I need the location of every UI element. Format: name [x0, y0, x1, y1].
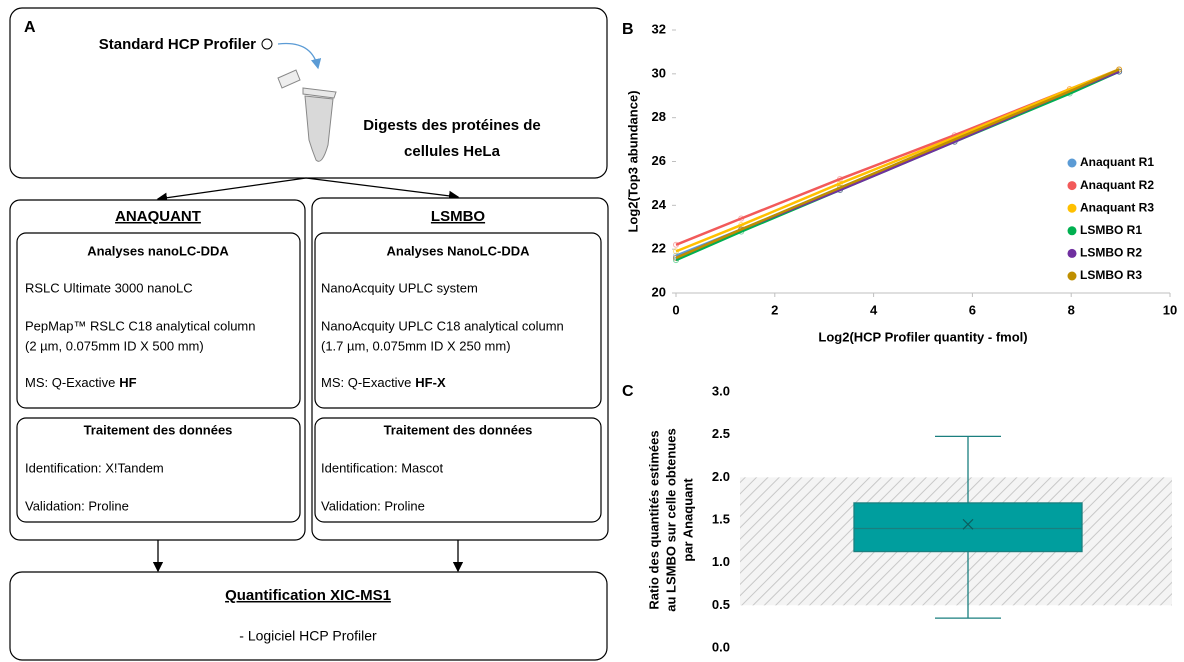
panel-label: C — [622, 383, 634, 400]
step-line: Validation: Proline — [25, 498, 129, 513]
output-box — [9, 571, 608, 661]
step-line: NanoAcquity UPLC system — [321, 280, 478, 295]
y-tick-label: 28 — [652, 109, 666, 124]
step-line: (1.7 µm, 0.075mm ID X 250 mm) — [321, 338, 511, 353]
x-tick-label: 8 — [1068, 302, 1075, 317]
legend-label: LSMBO R2 — [1080, 246, 1142, 260]
ms-label: MS: Q-Exactive — [25, 375, 115, 390]
diagram: A Standard HCP Profiler Digests des prot… — [9, 7, 609, 661]
input-arrow — [277, 42, 322, 70]
ms-label: MS: Q-Exactive — [321, 375, 411, 390]
step-title: Traitement des données — [384, 422, 533, 437]
lab-name: LSMBO — [431, 208, 485, 225]
step-box — [314, 232, 602, 409]
step-box — [314, 417, 602, 523]
y-tick-label: 26 — [652, 153, 666, 168]
legend-label: Anaquant R1 — [1080, 155, 1154, 169]
y-tick-label: 2.0 — [712, 469, 730, 484]
x-tick-label: 0 — [672, 302, 679, 317]
step-line: (2 µm, 0.075mm ID X 500 mm) — [25, 338, 204, 353]
y-tick-label: 2.5 — [712, 426, 730, 441]
legend-marker — [1067, 181, 1077, 191]
legend-label: Anaquant R3 — [1080, 200, 1154, 214]
legend-marker — [1067, 271, 1077, 281]
y-tick-label: 20 — [652, 284, 666, 299]
y-tick-label: 0.0 — [712, 639, 730, 654]
legend-marker — [1067, 248, 1077, 258]
sample-label: cellules HeLa — [404, 143, 501, 160]
y-axis-title: Ratio des quantités estimées — [646, 430, 661, 609]
legend-label: LSMBO R3 — [1080, 268, 1142, 282]
y-tick-label: 30 — [652, 65, 666, 80]
tube-icon — [277, 69, 337, 162]
step-title: Analyses nanoLC-DDA — [87, 243, 229, 258]
ms-instrument: HF — [119, 375, 136, 390]
lab-name: ANAQUANT — [115, 208, 201, 225]
y-tick-label: 24 — [652, 197, 667, 212]
step-title: Analyses NanoLC-DDA — [386, 243, 530, 258]
x-tick-label: 6 — [969, 302, 976, 317]
panel-label: A — [24, 19, 36, 36]
step-line: PepMap™ RSLC C18 analytical column — [25, 318, 256, 333]
x-tick-label: 4 — [870, 302, 878, 317]
input-icon — [261, 38, 273, 50]
x-axis-title: Log2(HCP Profiler quantity - fmol) — [818, 329, 1027, 344]
fit-line — [675, 68, 1120, 260]
legend-label: LSMBO R1 — [1080, 223, 1142, 237]
mean-marker — [962, 518, 974, 530]
step-title: Traitement des données — [84, 422, 233, 437]
arrow — [156, 177, 307, 203]
step-line: Identification: Mascot — [321, 460, 444, 475]
x-tick-label: 2 — [771, 302, 778, 317]
step-line: NanoAcquity UPLC C18 analytical column — [321, 318, 564, 333]
step-line: MS: Q-Exactive HF-X — [321, 375, 446, 390]
output-detail: - Logiciel HCP Profiler — [239, 628, 377, 644]
step-box — [16, 232, 301, 409]
step-box — [16, 417, 301, 523]
x-tick-label: 10 — [1163, 302, 1177, 317]
y-tick-label: 32 — [652, 21, 666, 36]
y-tick-label: 1.0 — [712, 554, 730, 569]
step-line: Validation: Proline — [321, 498, 425, 513]
y-tick-label: 0.5 — [712, 597, 730, 612]
legend-label: Anaquant R2 — [1080, 178, 1154, 192]
y-axis-title: par Anaquant — [680, 478, 695, 562]
panel-label: B — [622, 21, 634, 38]
sample-label: Digests des protéines de — [363, 117, 541, 134]
step-line: Identification: X!Tandem — [25, 460, 164, 475]
box — [853, 502, 1083, 553]
y-tick-label: 22 — [652, 241, 666, 256]
arrow — [305, 177, 460, 202]
fit-line — [675, 68, 1120, 253]
legend-marker — [1067, 158, 1077, 168]
input-label: Standard HCP Profiler — [99, 36, 256, 53]
legend-marker — [1067, 203, 1077, 213]
output-title: Quantification XIC-MS1 — [225, 587, 391, 604]
y-tick-label: 3.0 — [712, 383, 730, 398]
step-line: RSLC Ultimate 3000 nanoLC — [25, 280, 193, 295]
y-tick-label: 1.5 — [712, 511, 730, 526]
y-axis-title: au LSMBO sur celle obtenues — [663, 428, 678, 612]
legend-marker — [1067, 226, 1077, 236]
y-axis-title: Log2(Top3 abundance) — [625, 90, 640, 232]
step-line: MS: Q-Exactive HF — [25, 375, 137, 390]
ms-instrument: HF-X — [415, 375, 446, 390]
